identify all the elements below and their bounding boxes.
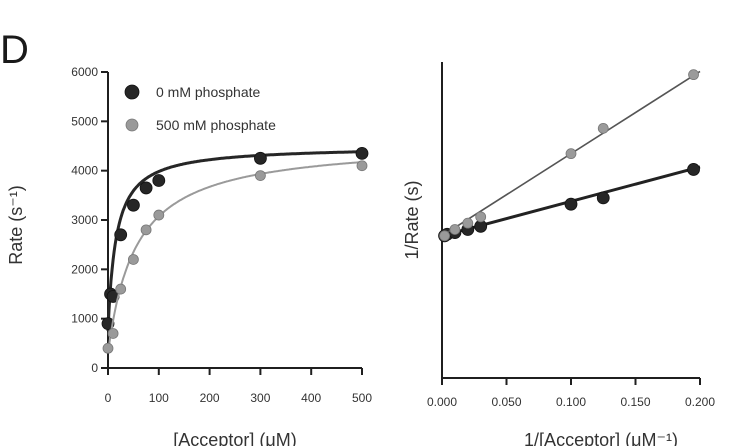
right-series-1-point [597,122,609,134]
left-x-tick-label: 0 [105,391,112,405]
right-series-1-point [565,148,577,160]
left-x-tick-label: 500 [352,391,372,405]
right-x-tick-label: 0.100 [556,395,586,409]
right-series-1-point [439,230,450,242]
left-series-1-fit-line [107,161,363,354]
right-series-0-point [596,191,610,205]
left-series-1-point [102,342,114,354]
right-series-0-point [687,163,700,176]
left-series-0-point [126,198,140,212]
left-series-1-point [127,254,139,265]
left-series-0-fit-line [106,150,363,332]
right-series-1-point [462,217,474,229]
left-series-0-point [101,317,115,331]
left-series-1-point [115,283,127,295]
right-x-tick-label: 0.050 [491,395,521,409]
left-series-1-point [107,328,119,339]
panel-label: D [0,28,29,72]
left-series-1-point [356,160,368,172]
left-y-tick-label: 0 [91,361,98,375]
legend-label-0: 0 mM phosphate [156,84,260,100]
left-y-tick-label: 5000 [71,114,98,128]
left-series-1-point [153,209,165,221]
left-series-0-point [253,151,267,165]
left-y-tick-label: 3000 [71,213,98,227]
left-y-tick-label: 1000 [71,312,98,326]
left-series-0-point [114,228,128,242]
left-x-tick-label: 100 [149,391,169,405]
legend-label-1: 500 mM phosphate [156,117,276,133]
right-series-1-point [688,69,699,81]
left-x-tick-label: 400 [301,391,321,405]
left-x-tick-label: 300 [250,391,270,405]
left-series-1-point [140,224,152,236]
right-y-axis-label: 1/Rate (s) [402,180,422,259]
legend-marker-0 [124,84,140,100]
left-y-tick-label: 6000 [71,65,98,79]
right-series-1-point [449,224,461,235]
right-x-tick-label: 0.150 [620,395,650,409]
left-x-tick-label: 200 [200,391,220,405]
legend-marker-1 [125,118,139,132]
left-series-1-point [254,170,266,182]
left-x-axis-label: [Acceptor] (μM) [173,430,296,446]
left-series-0-point [152,174,166,187]
right-x-tick-label: 0.200 [685,395,715,409]
right-series-1-point [475,211,487,223]
right-series-0-point [564,197,578,211]
left-series-0-point [355,146,369,160]
right-x-tick-label: 0.000 [427,395,457,409]
right-x-axis-label: 1/[Acceptor] (μM⁻¹) [524,430,678,446]
left-y-axis-label: Rate (s⁻¹) [6,185,26,265]
left-series-0-point [139,181,153,195]
left-y-tick-label: 4000 [71,164,98,178]
left-y-tick-label: 2000 [71,262,98,276]
